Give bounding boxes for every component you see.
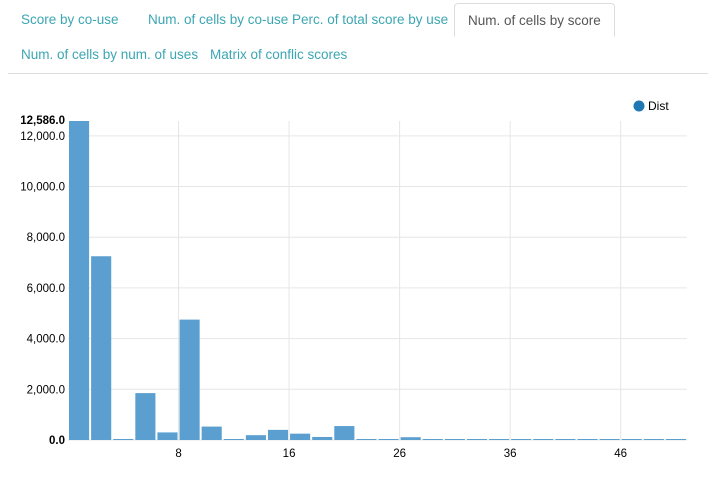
bar[interactable] [267, 429, 289, 440]
bar[interactable] [643, 439, 664, 440]
x-axis-labels: 8 16 26 36 46 [175, 448, 627, 460]
bar[interactable] [157, 432, 178, 440]
tab-bar: Score by co-use Num. of cells by co-use … [8, 3, 708, 74]
bar[interactable] [533, 439, 554, 440]
bar[interactable] [356, 439, 377, 440]
legend-label: Dist [648, 99, 669, 113]
bar[interactable] [69, 121, 90, 440]
y-tick-label: 4,000.0 [27, 334, 65, 346]
y-axis-labels: 0.0 2,000.0 4,000.0 6,000.0 8,000.0 10,000.0 1… [20, 115, 65, 447]
legend[interactable]: Dist [633, 99, 670, 113]
tab-num-cells-by-num-uses[interactable]: Num. of cells by num. of uses [21, 47, 199, 62]
bar[interactable] [489, 439, 510, 440]
legend-dot-icon [633, 100, 645, 112]
y-tick-label: 0.0 [49, 435, 65, 447]
bar[interactable] [444, 439, 465, 440]
tab-matrix-conflict-scores[interactable]: Matrix of conflic scores [210, 47, 348, 62]
x-tick-label: 36 [504, 448, 517, 460]
bar[interactable] [290, 433, 311, 440]
x-tick-label: 46 [614, 448, 627, 460]
bar[interactable] [466, 439, 488, 440]
tab-num-cells-by-score[interactable]: Num. of cells by score [454, 3, 615, 37]
bar[interactable] [135, 393, 156, 440]
bar[interactable] [179, 319, 200, 440]
x-tick-label: 26 [393, 448, 406, 460]
bar[interactable] [665, 439, 686, 440]
bars-layer [69, 121, 686, 440]
y-tick-label: 6,000.0 [27, 283, 65, 295]
bar[interactable] [312, 436, 333, 440]
bar[interactable] [621, 439, 642, 440]
tab-perc-total-score-by-use[interactable]: Perc. of total score by use [292, 12, 449, 27]
y-tick-label: 12,000.0 [20, 131, 65, 143]
bar[interactable] [113, 438, 134, 440]
x-tick-label: 16 [283, 448, 296, 460]
bar[interactable] [378, 439, 399, 440]
bar[interactable] [334, 426, 355, 440]
bar[interactable] [245, 435, 266, 440]
bar[interactable] [91, 256, 112, 440]
grid-layer [68, 121, 687, 441]
bar[interactable] [223, 439, 244, 440]
bar[interactable] [400, 437, 421, 440]
y-max-label: 12,586.0 [20, 115, 65, 127]
y-tick-label: 10,000.0 [20, 182, 65, 194]
tab-num-cells-by-co-use[interactable]: Num. of cells by co-use [148, 12, 289, 27]
bar[interactable] [422, 439, 443, 440]
bar[interactable] [511, 439, 532, 440]
bar[interactable] [577, 439, 598, 440]
bar[interactable] [201, 426, 222, 440]
bar[interactable] [555, 439, 576, 440]
tab-score-by-co-use[interactable]: Score by co-use [21, 12, 119, 27]
x-tick-label: 8 [175, 448, 181, 460]
y-tick-label: 8,000.0 [27, 232, 65, 244]
bar[interactable] [599, 439, 620, 440]
y-tick-label: 2,000.0 [27, 384, 65, 396]
